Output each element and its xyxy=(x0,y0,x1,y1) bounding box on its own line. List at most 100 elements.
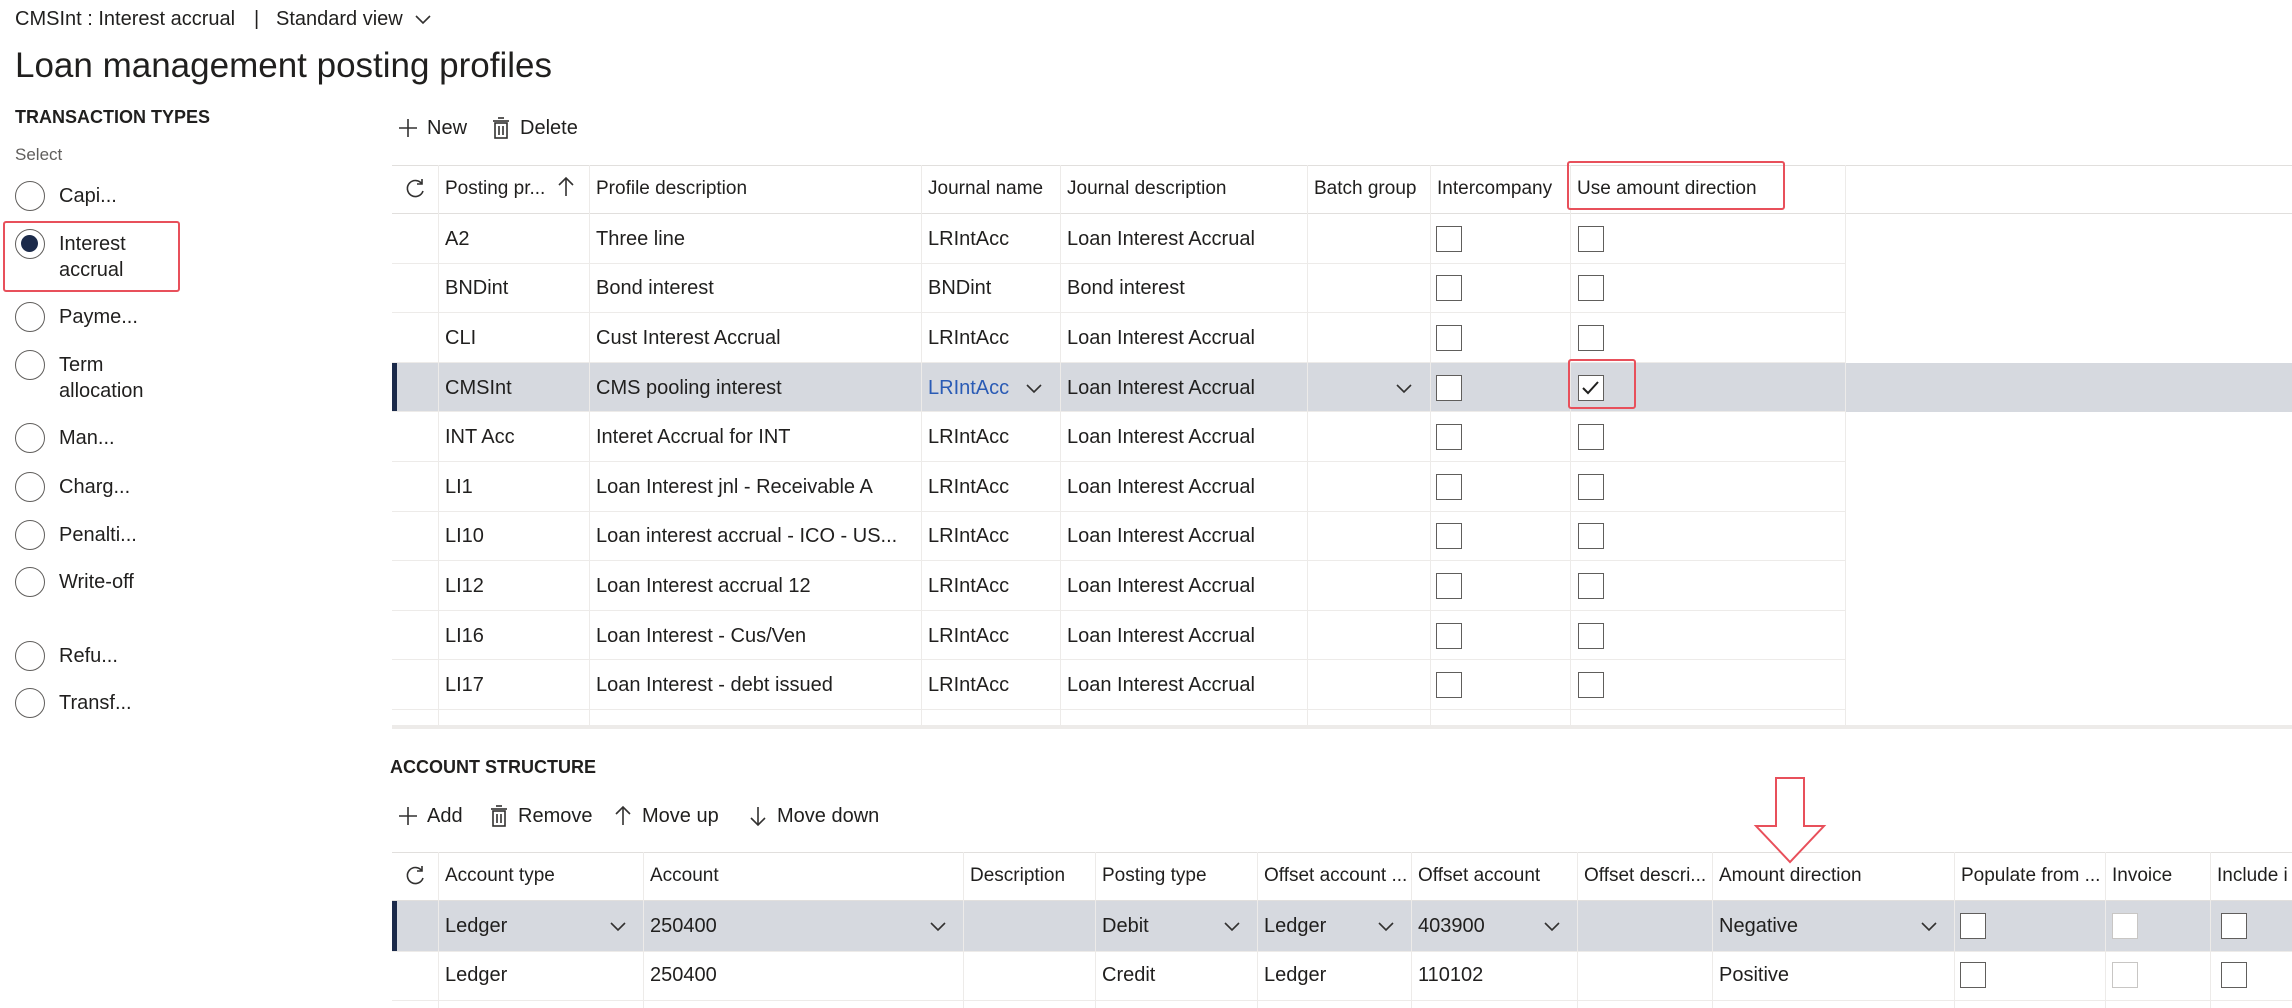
column-header[interactable]: Include i xyxy=(2217,865,2288,886)
radio-button[interactable] xyxy=(15,229,45,259)
radio-label[interactable]: Write-off xyxy=(59,571,134,593)
grid-cell[interactable]: LRIntAcc xyxy=(928,376,1010,399)
checkbox[interactable] xyxy=(1578,424,1604,451)
view-chevron[interactable] xyxy=(410,6,436,32)
toolbar-button[interactable]: Add xyxy=(427,805,463,827)
column-header[interactable]: Use amount direction xyxy=(1577,178,1757,199)
column-header[interactable]: Journal description xyxy=(1067,178,1227,199)
checkbox[interactable] xyxy=(1436,573,1462,599)
column-header[interactable]: Account xyxy=(650,865,719,886)
grid-cell[interactable]: Negative xyxy=(1719,914,1798,937)
checkbox[interactable] xyxy=(1436,325,1462,351)
column-header[interactable]: Journal name xyxy=(928,178,1044,199)
checkbox[interactable] xyxy=(1436,523,1462,550)
dropdown-chevron[interactable] xyxy=(1219,913,1245,939)
radio-button[interactable] xyxy=(15,350,45,380)
grid-cell[interactable]: Ledger xyxy=(445,914,508,937)
toolbar-button[interactable]: Move down xyxy=(777,805,880,827)
refresh-icon[interactable] xyxy=(402,176,428,202)
column-header[interactable]: Invoice xyxy=(2112,865,2173,886)
toolbar-button[interactable]: Delete xyxy=(520,117,578,139)
checkbox[interactable] xyxy=(2221,962,2247,989)
checkbox[interactable] xyxy=(1436,622,1462,649)
grid-cell[interactable]: Ledger xyxy=(1264,914,1327,937)
grid-header-border xyxy=(392,213,2292,214)
refresh-icon[interactable] xyxy=(402,863,428,889)
toolbar-icon[interactable] xyxy=(395,803,421,829)
column-divider xyxy=(1060,165,1061,725)
checkbox[interactable] xyxy=(1436,374,1462,401)
radio-label[interactable]: Payme... xyxy=(59,306,138,328)
grid-cell: CMSInt xyxy=(445,376,512,399)
column-header[interactable]: Amount direction xyxy=(1719,865,1862,886)
checkbox[interactable] xyxy=(1436,473,1462,500)
column-header[interactable]: Offset descri... xyxy=(1584,865,1707,886)
radio-label[interactable]: Capi... xyxy=(59,185,117,207)
checkbox[interactable] xyxy=(1578,325,1604,351)
toolbar-button[interactable]: New xyxy=(427,117,468,139)
grid-cell[interactable]: 250400 xyxy=(650,914,717,937)
checkbox xyxy=(2112,912,2138,939)
column-header[interactable]: Offset account xyxy=(1418,865,1541,886)
checkbox[interactable] xyxy=(1436,424,1462,451)
toolbar-icon[interactable] xyxy=(488,115,514,141)
checkbox[interactable] xyxy=(1436,672,1462,699)
radio-button[interactable] xyxy=(15,472,45,502)
toolbar-icon[interactable] xyxy=(745,803,771,829)
radio-label[interactable]: Interest accrual xyxy=(59,233,126,281)
checkbox[interactable] xyxy=(1578,473,1604,500)
checkbox[interactable] xyxy=(2221,912,2247,939)
checkbox[interactable] xyxy=(1578,275,1604,302)
toolbar-icon[interactable] xyxy=(610,803,636,829)
grid-cell: Loan Interest Accrual xyxy=(1067,327,1255,349)
column-header[interactable]: Batch group xyxy=(1314,178,1417,199)
checkbox[interactable] xyxy=(1578,672,1604,699)
checkbox[interactable] xyxy=(1578,573,1604,599)
checkbox[interactable] xyxy=(1436,225,1462,252)
dropdown-chevron[interactable] xyxy=(605,913,631,939)
checkbox[interactable] xyxy=(1578,622,1604,649)
dropdown-chevron[interactable] xyxy=(1373,913,1399,939)
column-header[interactable]: Profile description xyxy=(596,178,748,199)
checkbox[interactable] xyxy=(1960,962,1986,989)
dropdown-chevron[interactable] xyxy=(1391,375,1417,401)
column-header[interactable]: Posting pr... xyxy=(445,178,546,199)
radio-button[interactable] xyxy=(15,688,45,718)
radio-button[interactable] xyxy=(15,181,45,211)
toolbar-icon[interactable] xyxy=(395,115,421,141)
checkbox[interactable] xyxy=(1960,912,1986,939)
radio-label[interactable]: Refu... xyxy=(59,645,118,667)
grid-cell[interactable]: Debit xyxy=(1102,914,1149,937)
dropdown-chevron[interactable] xyxy=(925,913,951,939)
toolbar-button[interactable]: Remove xyxy=(518,805,593,827)
radio-button[interactable] xyxy=(15,567,45,597)
dropdown-chevron[interactable] xyxy=(1539,913,1565,939)
column-header[interactable]: Populate from ... xyxy=(1961,865,2101,886)
radio-button[interactable] xyxy=(15,302,45,332)
column-header[interactable]: Description xyxy=(970,865,1066,886)
radio-label[interactable]: Man... xyxy=(59,427,115,449)
column-header[interactable]: Account type xyxy=(445,865,555,886)
grid-cell: Loan interest accrual - ICO - US... xyxy=(596,525,898,548)
toolbar-icon[interactable] xyxy=(486,803,512,829)
radio-button[interactable] xyxy=(15,423,45,453)
dropdown-chevron[interactable] xyxy=(1916,913,1942,939)
radio-label[interactable]: Transf... xyxy=(59,692,132,714)
toolbar-button[interactable]: Move up xyxy=(642,805,719,827)
radio-label[interactable]: Penalti... xyxy=(59,524,137,546)
checkbox[interactable] xyxy=(1436,275,1462,302)
column-header[interactable]: Offset account ... xyxy=(1264,865,1408,886)
checkbox[interactable] xyxy=(1578,225,1604,252)
dropdown-chevron[interactable] xyxy=(1021,375,1047,401)
checkbox[interactable] xyxy=(1578,523,1604,550)
radio-label[interactable]: Charg... xyxy=(59,476,131,498)
column-divider xyxy=(1712,852,1713,1008)
column-header[interactable]: Posting type xyxy=(1102,865,1207,886)
grid-cell[interactable]: 403900 xyxy=(1418,914,1485,937)
radio-button[interactable] xyxy=(15,520,45,550)
column-header[interactable]: Intercompany xyxy=(1437,178,1553,199)
view-selector[interactable]: Standard view xyxy=(276,8,403,30)
radio-button[interactable] xyxy=(15,641,45,671)
checkbox[interactable] xyxy=(1578,374,1604,401)
radio-label[interactable]: Term allocation xyxy=(59,354,144,402)
